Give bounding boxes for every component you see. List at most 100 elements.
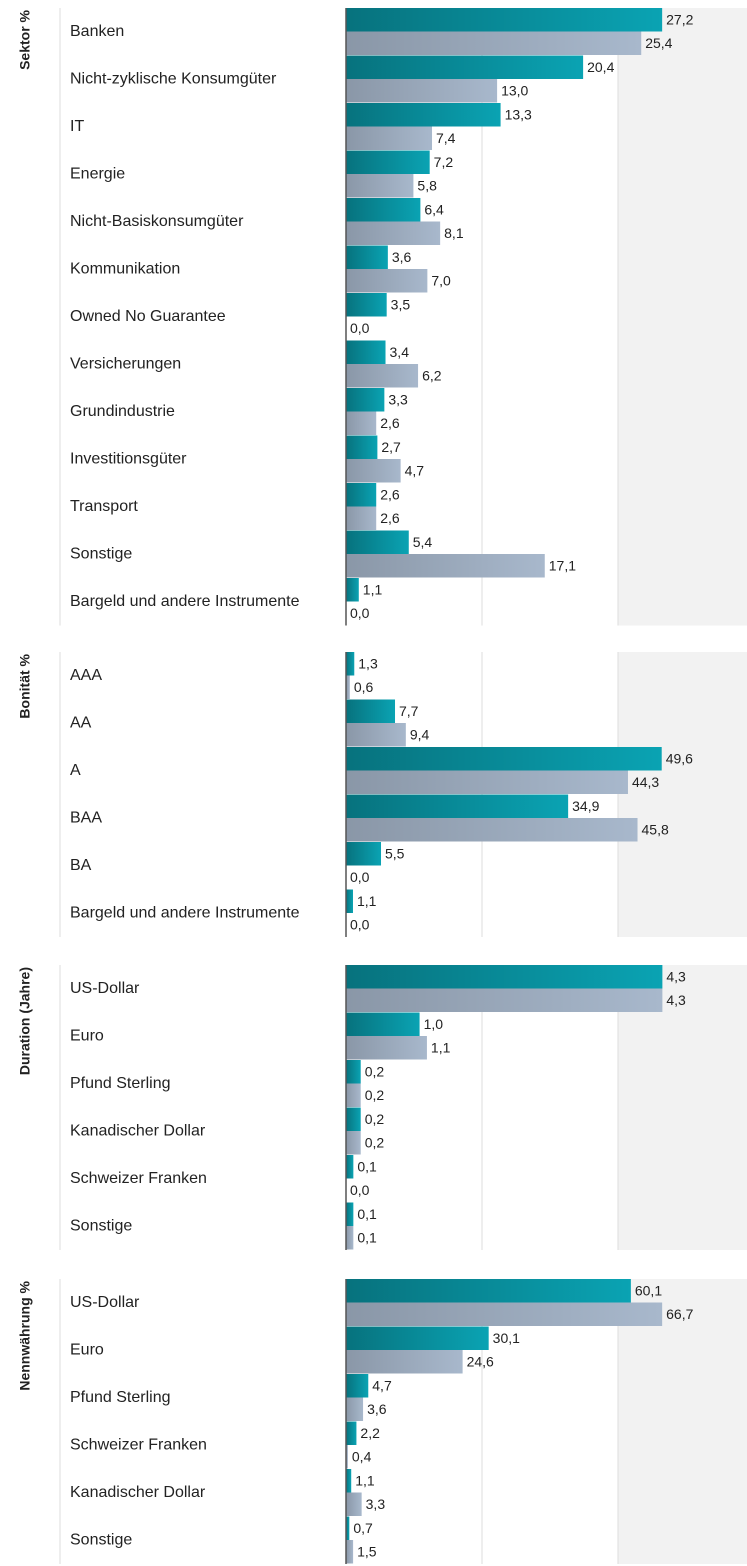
value-label: 25,4 <box>645 35 672 51</box>
value-label: 1,1 <box>355 1472 375 1488</box>
panel-title: Bonität % <box>17 653 33 718</box>
panel-shade <box>618 8 747 626</box>
bar-shade <box>346 770 628 794</box>
bar-shade <box>346 747 662 771</box>
value-label: 24,6 <box>467 1353 494 1369</box>
bar-shade <box>346 364 419 388</box>
value-label: 6,4 <box>424 201 444 217</box>
category-label: Kommunikation <box>70 260 180 277</box>
value-label: 1,1 <box>363 581 383 597</box>
category-label: AA <box>70 714 92 731</box>
bar-shade <box>346 340 386 364</box>
bar-shade <box>346 293 387 317</box>
value-label: 27,2 <box>666 11 693 27</box>
category-label: Transport <box>70 498 138 515</box>
category-label: Kanadischer Dollar <box>70 1484 206 1501</box>
bar-shade <box>346 1226 354 1250</box>
bar-shade <box>346 55 584 79</box>
category-label: Euro <box>70 1027 104 1044</box>
value-label: 2,6 <box>380 415 400 431</box>
value-label: 13,3 <box>505 106 532 122</box>
value-label: 17,1 <box>549 557 576 573</box>
bar-shade <box>346 578 359 602</box>
value-label: 0,2 <box>365 1063 385 1079</box>
value-label: 5,8 <box>417 177 437 193</box>
bar-shade <box>346 411 377 435</box>
panel-title: Duration (Jahre) <box>17 967 33 1075</box>
value-label: 1,1 <box>357 893 377 909</box>
bar-shade <box>346 1421 357 1445</box>
bar-shade <box>346 1540 354 1564</box>
value-label: 0,0 <box>350 605 370 621</box>
category-label: Versicherungen <box>70 355 181 372</box>
bar-shade <box>346 103 501 127</box>
value-label: 0,4 <box>352 1448 372 1464</box>
category-label: BAA <box>70 809 102 826</box>
value-label: 9,4 <box>410 726 430 742</box>
panel-shade <box>618 965 747 1250</box>
bar-shade <box>346 79 498 103</box>
panel-shade <box>618 1279 747 1564</box>
value-label: 1,3 <box>358 655 378 671</box>
bar-shade <box>346 31 642 55</box>
value-label: 49,6 <box>666 750 693 766</box>
value-label: 0,2 <box>365 1087 385 1103</box>
value-label: 0,2 <box>365 1111 385 1127</box>
value-label: 1,0 <box>424 1016 444 1032</box>
panel-title: Sektor % <box>17 9 33 69</box>
bar-shade <box>346 794 569 818</box>
value-label: 4,3 <box>666 968 686 984</box>
panel-title: Nennwährung % <box>17 1280 33 1390</box>
category-label: IT <box>70 118 84 135</box>
bar-shade <box>346 198 421 222</box>
panel-shade <box>618 652 747 937</box>
bar-shade <box>346 699 396 723</box>
value-label: 5,5 <box>385 845 405 861</box>
value-label: 66,7 <box>666 1306 693 1322</box>
category-label: Investitionsgüter <box>70 450 187 467</box>
bar-shade <box>346 1492 362 1516</box>
bar-shade <box>346 1083 361 1107</box>
bar-shade <box>346 435 378 459</box>
value-label: 3,4 <box>390 344 410 360</box>
value-label: 0,7 <box>353 1520 373 1536</box>
value-label: 0,0 <box>350 1182 370 1198</box>
value-label: 3,3 <box>366 1496 386 1512</box>
value-label: 7,7 <box>399 703 419 719</box>
bar-shade <box>346 530 409 554</box>
bar-shade <box>346 842 382 866</box>
bar-shade <box>346 1012 420 1036</box>
bar-shade <box>346 245 388 269</box>
value-label: 34,9 <box>572 798 599 814</box>
bar-shade <box>346 1107 361 1131</box>
value-label: 0,0 <box>350 916 370 932</box>
bar-shade <box>346 1397 364 1421</box>
bar-shade <box>346 723 406 747</box>
category-label: Grundindustrie <box>70 403 175 420</box>
value-label: 3,6 <box>367 1401 387 1417</box>
category-label: Sonstige <box>70 545 132 562</box>
bar-shade <box>346 1131 361 1155</box>
category-label: Owned No Guarantee <box>70 308 226 325</box>
category-label: US-Dollar <box>70 980 140 997</box>
value-label: 0,1 <box>357 1206 377 1222</box>
value-label: 44,3 <box>632 774 659 790</box>
bar-shade <box>346 1155 354 1179</box>
bar-shade <box>346 652 355 676</box>
bar-shade <box>346 1302 663 1326</box>
value-label: 7,0 <box>431 272 451 288</box>
category-label: AAA <box>70 667 102 684</box>
category-label: Pfund Sterling <box>70 1389 171 1406</box>
value-label: 45,8 <box>642 821 669 837</box>
value-label: 3,6 <box>392 249 412 265</box>
value-label: 8,1 <box>444 225 464 241</box>
value-label: 0,0 <box>350 320 370 336</box>
category-label: BA <box>70 857 92 874</box>
value-label: 3,3 <box>388 391 408 407</box>
category-label: Sonstige <box>70 1217 132 1234</box>
bar-shade <box>346 988 663 1012</box>
value-label: 5,4 <box>413 534 433 550</box>
value-label: 60,1 <box>635 1282 662 1298</box>
category-label: US-Dollar <box>70 1294 140 1311</box>
